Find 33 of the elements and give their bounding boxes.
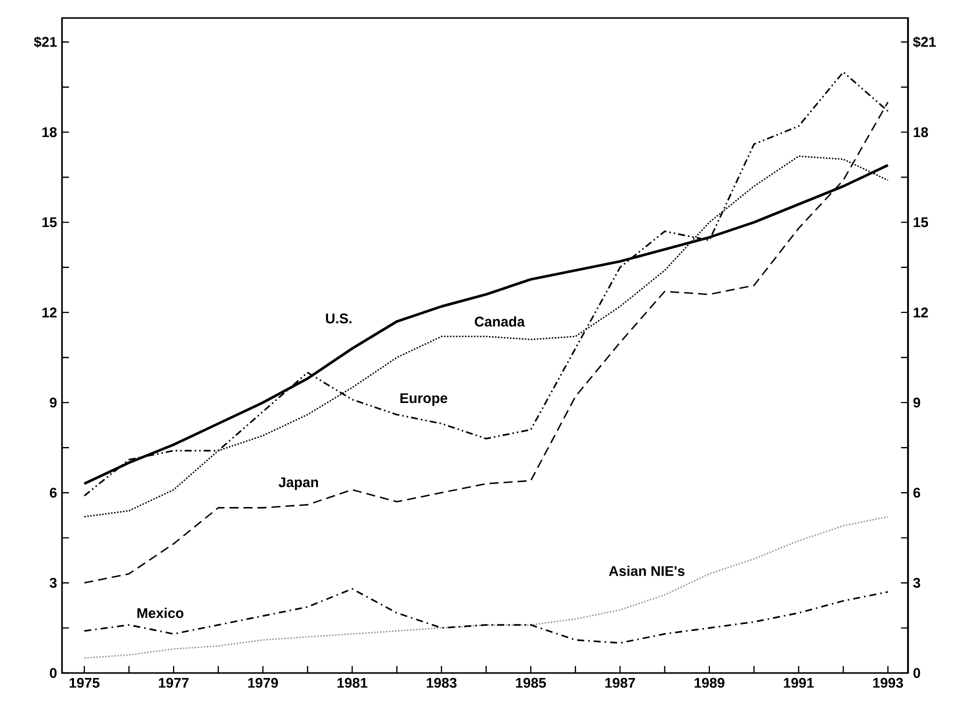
y2-tick-label: 6 [913, 488, 920, 498]
y-tick-label: 6 [50, 488, 57, 498]
y2-tick-label: 18 [914, 127, 928, 138]
x-tick-label: 1987 [605, 678, 636, 688]
series-label: Canada [474, 316, 525, 327]
y-tick-label: 15 [42, 217, 57, 228]
y2-tick-label: 12 [914, 308, 928, 318]
y2-tick-label: 9 [913, 398, 920, 408]
x-tick-label: 1975 [70, 678, 100, 688]
series-label: Japan [278, 477, 318, 490]
y-tick-label: 9 [50, 398, 57, 408]
x-tick-label: 1983 [426, 678, 457, 688]
y-tick-label: 18 [42, 127, 57, 138]
x-tick-label: 1981 [337, 678, 368, 688]
y2-tick-label: 0 [913, 668, 920, 678]
y-tick-label: $21 [34, 36, 57, 48]
x-tick-label: 1989 [694, 678, 724, 688]
y-tick-label: 12 [42, 308, 57, 318]
y2-tick-label: $21 [913, 36, 936, 48]
y2-tick-label: 15 [914, 217, 928, 228]
x-tick-label: 1985 [516, 678, 546, 688]
x-tick-label: 1979 [248, 678, 278, 688]
series-label: Mexico [137, 608, 184, 618]
x-tick-label: 1977 [158, 678, 189, 688]
x-tick-label: 1993 [873, 678, 903, 688]
series-label: Europe [400, 393, 448, 406]
line-series [84, 588, 889, 644]
x-tick-label: 1991 [784, 678, 814, 688]
y2-tick-label: 3 [913, 578, 920, 588]
y-tick-label: 0 [50, 668, 57, 678]
series-label: U.S. [326, 313, 352, 324]
y-tick-label: 3 [50, 578, 57, 588]
series-label: Asian NIE's [608, 566, 684, 576]
